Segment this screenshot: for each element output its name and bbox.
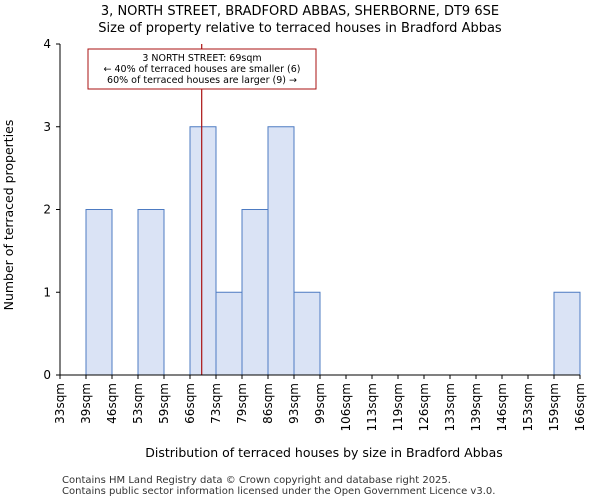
x-tick-label: 93sqm xyxy=(287,383,301,424)
bar-39sqm xyxy=(85,209,113,376)
x-axis-label: Distribution of terraced houses by size … xyxy=(145,445,503,460)
bar-73sqm xyxy=(215,291,243,376)
footer-line-2: Contains public sector information licen… xyxy=(62,486,495,497)
x-tick-label: 166sqm xyxy=(573,383,587,431)
annotation-box xyxy=(87,48,317,90)
x-tick-label: 139sqm xyxy=(469,383,483,431)
x-tick-label: 119sqm xyxy=(391,383,405,431)
x-tick-label: 59sqm xyxy=(157,383,171,424)
x-tick-label: 66sqm xyxy=(183,383,197,424)
annotation-line-2: ← 40% of terraced houses are smaller (6) xyxy=(104,64,301,75)
x-tick-label: 33sqm xyxy=(53,383,67,424)
x-tick-label: 73sqm xyxy=(209,383,223,424)
footer-line-1: Contains HM Land Registry data © Crown c… xyxy=(62,475,451,486)
marker-group: 3 NORTH STREET: 69sqm← 40% of terraced h… xyxy=(87,44,317,375)
annotation-line-3: 60% of terraced houses are larger (9) → xyxy=(107,75,297,86)
bar-93sqm xyxy=(293,291,321,376)
x-tick-label: 153sqm xyxy=(521,383,535,431)
x-tick-label: 86sqm xyxy=(261,383,275,424)
bar-86sqm xyxy=(267,126,295,376)
x-tick-label: 159sqm xyxy=(547,383,561,431)
y-tick-label: 2 xyxy=(43,203,51,217)
axes-group: 0 1 2 3 4 33sqm 39sqm 46sqm 53sqm 59sqm 66sqm 73sqm… xyxy=(43,37,587,431)
y-tick-label: 3 xyxy=(43,120,51,134)
y-tick-label: 4 xyxy=(43,37,51,51)
x-tick-label: 39sqm xyxy=(79,383,93,424)
annotation-line-1: 3 NORTH STREET: 69sqm xyxy=(142,53,261,64)
bar-79sqm xyxy=(241,209,269,376)
chart-title-line-1: 3, NORTH STREET, BRADFORD ABBAS, SHERBOR… xyxy=(101,4,499,19)
bars-group xyxy=(85,126,581,376)
x-tick-label: 146sqm xyxy=(495,383,509,431)
x-tick-label: 106sqm xyxy=(339,383,353,431)
x-tick-label: 99sqm xyxy=(313,383,327,424)
x-tick-label: 133sqm xyxy=(443,383,457,431)
bar-66sqm xyxy=(189,126,217,376)
y-axis-label: Number of terraced properties xyxy=(1,120,16,311)
y-tick-label: 0 xyxy=(43,368,51,382)
x-tick-label: 79sqm xyxy=(235,383,249,424)
bar-159sqm xyxy=(553,291,581,376)
bar-53sqm xyxy=(137,209,165,376)
x-tick-label: 126sqm xyxy=(417,383,431,431)
y-tick-label: 1 xyxy=(43,285,51,299)
x-tick-label: 46sqm xyxy=(105,383,119,424)
chart-title-line-2: Size of property relative to terraced ho… xyxy=(98,21,502,36)
x-tick-label: 113sqm xyxy=(365,383,379,431)
x-tick-label: 53sqm xyxy=(131,383,145,424)
